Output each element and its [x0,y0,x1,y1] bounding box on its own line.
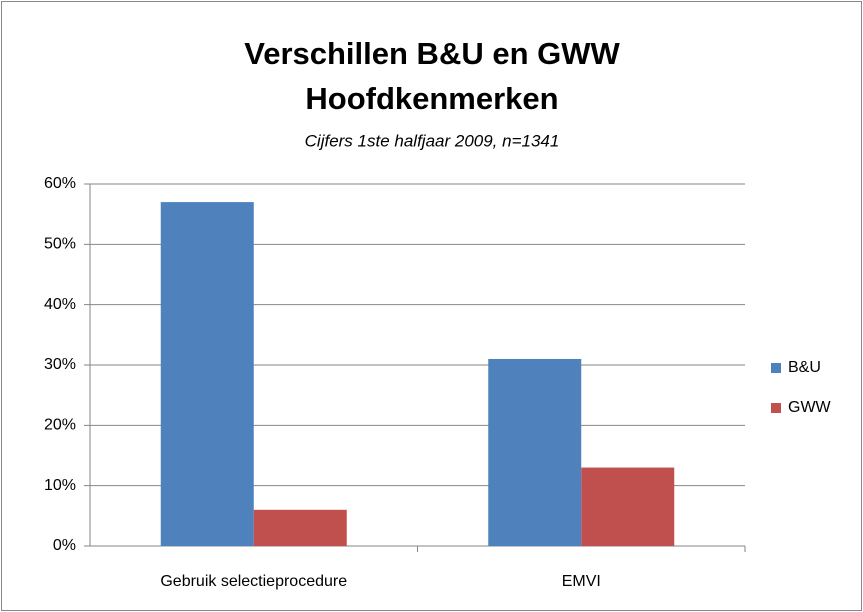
y-tick-label: 50% [44,236,76,253]
legend-label: GWW [788,399,832,416]
bar [581,467,675,546]
y-tick-label: 40% [44,296,76,313]
y-tick-label: 30% [44,356,76,373]
y-tick-label: 20% [44,417,76,434]
y-tick-label: 60% [44,175,76,192]
chart-title: Verschillen B&U en GWW [244,36,620,71]
y-tick-label: 0% [53,537,76,554]
legend-swatch [771,363,781,373]
x-tick-label: Gebruik selectieprocedure [160,573,347,590]
bar [488,358,582,546]
chart-subtitle: Cijfers 1ste halfjaar 2009, n=1341 [305,131,560,150]
bar [160,202,254,546]
x-tick-label: EMVI [562,573,601,590]
chart-title: Hoofdkenmerken [305,81,558,116]
legend-label: B&U [788,359,821,376]
legend-swatch [771,403,781,413]
y-tick-label: 10% [44,477,76,494]
bar [253,509,347,546]
